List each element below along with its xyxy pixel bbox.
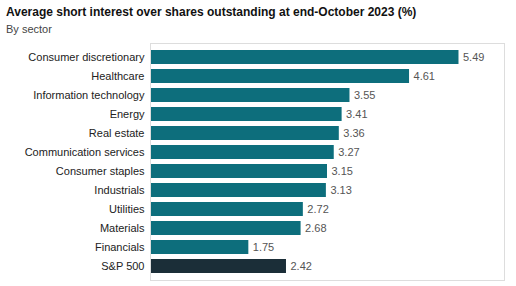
svg-text:2.42: 2.42	[290, 260, 311, 272]
svg-text:Materials: Materials	[100, 222, 145, 234]
svg-text:Financials: Financials	[95, 241, 145, 253]
svg-text:Real estate: Real estate	[89, 127, 145, 139]
svg-text:Consumer staples: Consumer staples	[56, 165, 145, 177]
svg-text:Industrials: Industrials	[94, 184, 145, 196]
svg-text:4.61: 4.61	[414, 70, 435, 82]
svg-text:Utilities: Utilities	[109, 203, 145, 215]
html-text:Average short interest over sh: Average short interest over shares outst…	[6, 5, 417, 19]
svg-text:3.13: 3.13	[330, 184, 351, 196]
svg-text:Energy: Energy	[110, 108, 145, 120]
svg-text:2.68: 2.68	[305, 222, 326, 234]
svg-text:2.72: 2.72	[307, 203, 328, 215]
svg-text:Information technology: Information technology	[33, 89, 145, 101]
svg-text:3.36: 3.36	[343, 127, 364, 139]
svg-text:3.55: 3.55	[354, 89, 375, 101]
svg-text:3.15: 3.15	[332, 165, 353, 177]
svg-text:3.27: 3.27	[338, 146, 359, 158]
svg-text:3.41: 3.41	[346, 108, 367, 120]
svg-text:1.75: 1.75	[253, 241, 274, 253]
html-text:By sector: By sector	[6, 23, 52, 35]
svg-text:5.49: 5.49	[463, 51, 484, 63]
svg-text:Healthcare: Healthcare	[91, 70, 144, 82]
svg-text:S&P 500: S&P 500	[101, 260, 144, 272]
svg-text:Consumer discretionary: Consumer discretionary	[28, 51, 145, 63]
svg-text:Communication services: Communication services	[25, 146, 145, 158]
